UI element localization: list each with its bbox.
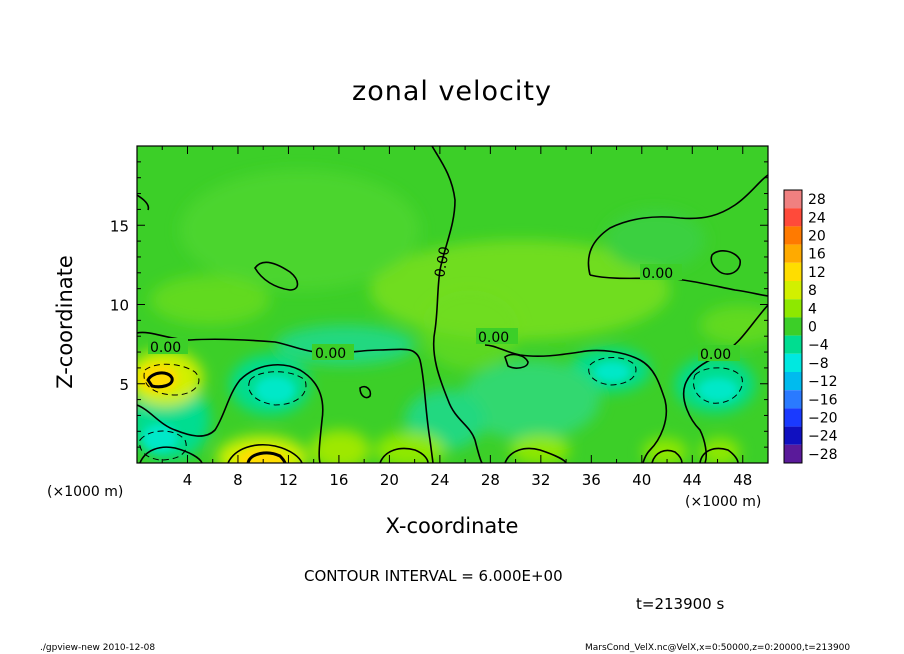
colorbar-swatch [784, 226, 802, 245]
colorbar-swatch [784, 244, 802, 263]
colorbar-swatch [784, 426, 802, 445]
colorbar-label: 20 [808, 229, 826, 245]
colorbar-label: −8 [808, 356, 829, 372]
x-tick-label: 36 [582, 471, 601, 489]
contour-label: 0.00 [642, 266, 673, 282]
y-tick-label: 15 [110, 217, 129, 235]
colorbar-swatch [784, 208, 802, 227]
contour-label: 0.00 [315, 346, 346, 362]
colorbar-swatch [784, 444, 802, 463]
colorbar-label: −24 [808, 429, 838, 445]
contour-label-group: 0.00 0.00 0.00 0.00 0.00 0.00 [148, 245, 740, 363]
colorbar: 28 24 20 16 12 8 4 0 −4 −8 −12 −16 −20 −24 −28 [783, 189, 838, 464]
colorbar-swatch [784, 317, 802, 336]
contour-label: 0.00 [700, 347, 731, 363]
colorbar-swatch [784, 372, 802, 391]
colorbar-swatch [784, 281, 802, 300]
footer-right: MarsCond_VelX.nc@VelX,x=0:50000,z=0:2000… [585, 643, 851, 653]
contour-label: 0.00 [150, 340, 181, 356]
colorbar-label: −4 [808, 338, 829, 354]
colorbar-swatch [784, 390, 802, 409]
time-label: t=213900 s [636, 595, 725, 613]
colorbar-swatch [784, 262, 802, 281]
x-tick-label: 20 [380, 471, 399, 489]
x-unit-right: (×1000 m) [685, 494, 762, 510]
colorbar-label: −16 [808, 392, 838, 408]
y-axis-label: Z-coordinate [52, 255, 77, 389]
colorbar-label: 16 [808, 247, 826, 263]
colorbar-label: 4 [808, 301, 817, 317]
colorbar-swatch [784, 335, 802, 354]
x-tick-label: 28 [481, 471, 500, 489]
x-tick-label: 8 [233, 471, 243, 489]
x-tick-label: 48 [733, 471, 752, 489]
x-tick-label: 4 [183, 471, 193, 489]
x-tick-label: 32 [531, 471, 550, 489]
contour-label: 0.00 [432, 245, 453, 278]
x-tick-label: 12 [279, 471, 298, 489]
colorbar-label: 24 [808, 210, 826, 226]
colorbar-label: 8 [808, 283, 817, 299]
y-tick-label: 5 [119, 376, 129, 394]
colorbar-label: −20 [808, 411, 838, 427]
colorbar-swatch [784, 190, 802, 209]
y-tick-label: 10 [110, 297, 129, 315]
colorbar-label: −12 [808, 374, 838, 390]
chart-title: zonal velocity [352, 76, 552, 107]
heatmap-field: 0.00 0.00 0.00 0.00 0.00 0.00 [137, 146, 768, 463]
x-tick-label: 16 [329, 471, 348, 489]
x-tick-label: 24 [430, 471, 449, 489]
contour-label: 0.00 [478, 330, 509, 346]
x-axis-label: X-coordinate [385, 514, 519, 538]
colorbar-swatch [784, 408, 802, 427]
colorbar-swatch [784, 353, 802, 372]
colorbar-label: 12 [808, 265, 826, 281]
x-tick-label: 40 [632, 471, 651, 489]
colorbar-label: 28 [808, 192, 826, 208]
colorbar-label: −28 [808, 447, 838, 463]
contour-interval: CONTOUR INTERVAL = 6.000E+00 [304, 567, 563, 585]
colorbar-label: 0 [808, 320, 817, 336]
footer-left: ./gpview-new 2010-12-08 [40, 643, 156, 653]
colorbar-swatch [784, 299, 802, 318]
colorbar-frame [783, 189, 803, 464]
x-unit-left: (×1000 m) [47, 484, 124, 500]
x-tick-label: 44 [683, 471, 702, 489]
